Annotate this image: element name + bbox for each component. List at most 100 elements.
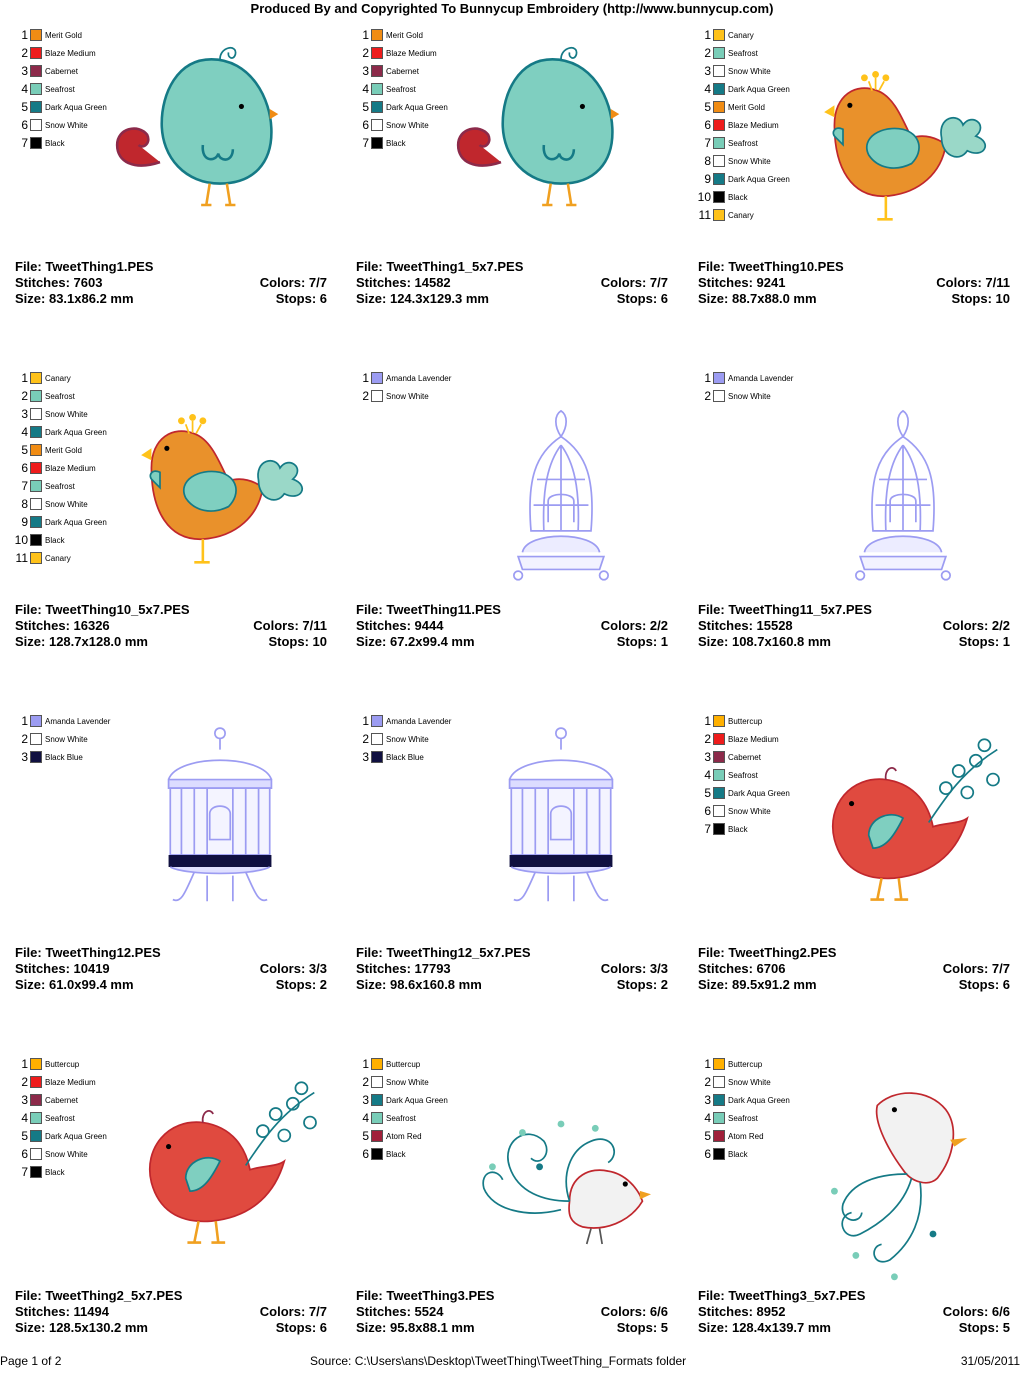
color-name: Seafrost: [45, 84, 75, 94]
palette-number: 11: [698, 208, 711, 222]
color-count: Colors: 7/7: [259, 1304, 327, 1319]
palette-row: 2 Snow White: [697, 387, 793, 405]
size-row: Size: 88.7x88.0 mm Stops: 10: [698, 291, 1010, 307]
palette-number: 10: [697, 190, 711, 204]
design-preview-image: [167, 727, 273, 902]
stitch-count: Stitches: 9444: [356, 618, 444, 633]
palette-number: 1: [704, 714, 711, 728]
color-swatch: [713, 390, 725, 402]
color-name: Seafrost: [386, 84, 416, 94]
palette-number: 3: [362, 750, 369, 764]
color-name: Black: [728, 192, 748, 202]
color-name: Buttercup: [728, 1059, 763, 1069]
palette-number: 4: [362, 82, 369, 96]
color-name: Dark Aqua Green: [728, 788, 790, 798]
palette-row: 5 Dark Aqua Green: [355, 98, 448, 116]
palette-row: 3 Snow White: [697, 62, 790, 80]
color-name: Black: [386, 138, 406, 148]
design-info: File: TweetThing1_5x7.PES Stitches: 1458…: [356, 259, 668, 307]
stitch-count: Stitches: 15528: [698, 618, 793, 633]
color-swatch: [713, 29, 725, 41]
palette-number: 7: [21, 1165, 28, 1179]
palette-row: 7 Seafrost: [14, 477, 107, 495]
color-name: Dark Aqua Green: [728, 174, 790, 184]
stop-count: Stops: 6: [275, 291, 327, 306]
color-name: Snow White: [728, 66, 771, 76]
stitch-count: Stitches: 10419: [15, 961, 110, 976]
color-name: Cabernet: [386, 66, 419, 76]
color-swatch: [713, 715, 725, 727]
palette-number: 3: [704, 64, 711, 78]
design-info: File: TweetThing1.PES Stitches: 7603 Col…: [15, 259, 327, 307]
color-swatch: [30, 101, 42, 113]
color-swatch: [713, 155, 725, 167]
color-palette: 1 Merit Gold 2 Blaze Medium 3 Cabernet 4 Seafro…: [14, 26, 107, 152]
palette-number: 7: [362, 136, 369, 150]
design-info: File: TweetThing10.PES Stitches: 9241 Co…: [698, 259, 1010, 307]
color-name: Snow White: [45, 499, 88, 509]
color-swatch: [30, 516, 42, 528]
color-name: Canary: [728, 210, 754, 220]
color-name: Seafrost: [45, 481, 75, 491]
stitch-count: Stitches: 8952: [698, 1304, 786, 1319]
palette-number: 5: [21, 1129, 28, 1143]
design-info: File: TweetThing12.PES Stitches: 10419 C…: [15, 945, 327, 993]
palette-row: 1 Amanda Lavender: [355, 712, 451, 730]
color-name: Merit Gold: [45, 445, 82, 455]
file-name: File: TweetThing11_5x7.PES: [698, 602, 872, 617]
color-swatch: [713, 805, 725, 817]
palette-number: 10: [14, 533, 28, 547]
color-name: Dark Aqua Green: [386, 102, 448, 112]
color-name: Dark Aqua Green: [45, 427, 107, 437]
color-swatch: [371, 715, 383, 727]
color-palette: 1 Buttercup 2 Blaze Medium 3 Cabernet 4 Seafros…: [14, 1055, 107, 1181]
palette-row: 6 Black: [355, 1145, 448, 1163]
file-row: File: TweetThing1.PES: [15, 259, 327, 275]
color-name: Seafrost: [45, 391, 75, 401]
palette-row: 9 Dark Aqua Green: [14, 513, 107, 531]
stop-count: Stops: 10: [951, 291, 1010, 306]
size-row: Size: 83.1x86.2 mm Stops: 6: [15, 291, 327, 307]
palette-number: 2: [362, 1075, 369, 1089]
palette-row: 10 Black: [14, 531, 107, 549]
file-name: File: TweetThing12_5x7.PES: [356, 945, 531, 960]
color-name: Seafrost: [45, 1113, 75, 1123]
palette-number: 1: [704, 371, 711, 385]
color-swatch: [371, 733, 383, 745]
design-preview-image: [513, 409, 609, 581]
design-card: 1 Canary 2 Seafrost 3 Snow White 4 Dark Aqua Gr…: [0, 363, 342, 706]
palette-row: 3 Dark Aqua Green: [697, 1091, 790, 1109]
file-name: File: TweetThing1_5x7.PES: [356, 259, 524, 274]
palette-number: 1: [21, 28, 28, 42]
color-name: Atom Red: [386, 1131, 422, 1141]
palette-row: 5 Merit Gold: [697, 98, 790, 116]
palette-number: 6: [21, 1147, 28, 1161]
color-swatch: [30, 1166, 42, 1178]
palette-row: 1 Buttercup: [14, 1055, 107, 1073]
palette-row: 4 Seafrost: [697, 1109, 790, 1127]
palette-number: 2: [21, 389, 28, 403]
palette-row: 6 Snow White: [355, 116, 448, 134]
design-card: 1 Amanda Lavender 2 Snow White 3 Black Blue F…: [0, 706, 342, 1049]
print-date: 31/05/2011: [960, 1354, 1020, 1368]
size-row: Size: 98.6x160.8 mm Stops: 2: [356, 977, 668, 993]
design-size: Size: 128.5x130.2 mm: [15, 1320, 148, 1335]
color-swatch: [713, 1076, 725, 1088]
color-swatch: [713, 1130, 725, 1142]
palette-number: 6: [21, 118, 28, 132]
color-name: Black: [728, 824, 748, 834]
palette-number: 1: [704, 1057, 711, 1071]
design-card: 1 Buttercup 2 Snow White 3 Dark Aqua Green 4 Se…: [341, 1049, 683, 1392]
palette-row: 6 Snow White: [14, 1145, 107, 1163]
color-swatch: [30, 47, 42, 59]
page-header: Produced By and Copyrighted To Bunnycup …: [250, 1, 774, 16]
palette-number: 3: [21, 64, 28, 78]
size-row: Size: 89.5x91.2 mm Stops: 6: [698, 977, 1010, 993]
color-swatch: [371, 1058, 383, 1070]
design-card: 1 Canary 2 Seafrost 3 Snow White 4 Dark Aqua Gr…: [683, 20, 1024, 363]
stop-count: Stops: 1: [616, 634, 668, 649]
size-row: Size: 128.4x139.7 mm Stops: 5: [698, 1320, 1010, 1336]
color-name: Snow White: [386, 1077, 429, 1087]
file-row: File: TweetThing2_5x7.PES: [15, 1288, 327, 1304]
color-name: Buttercup: [386, 1059, 421, 1069]
